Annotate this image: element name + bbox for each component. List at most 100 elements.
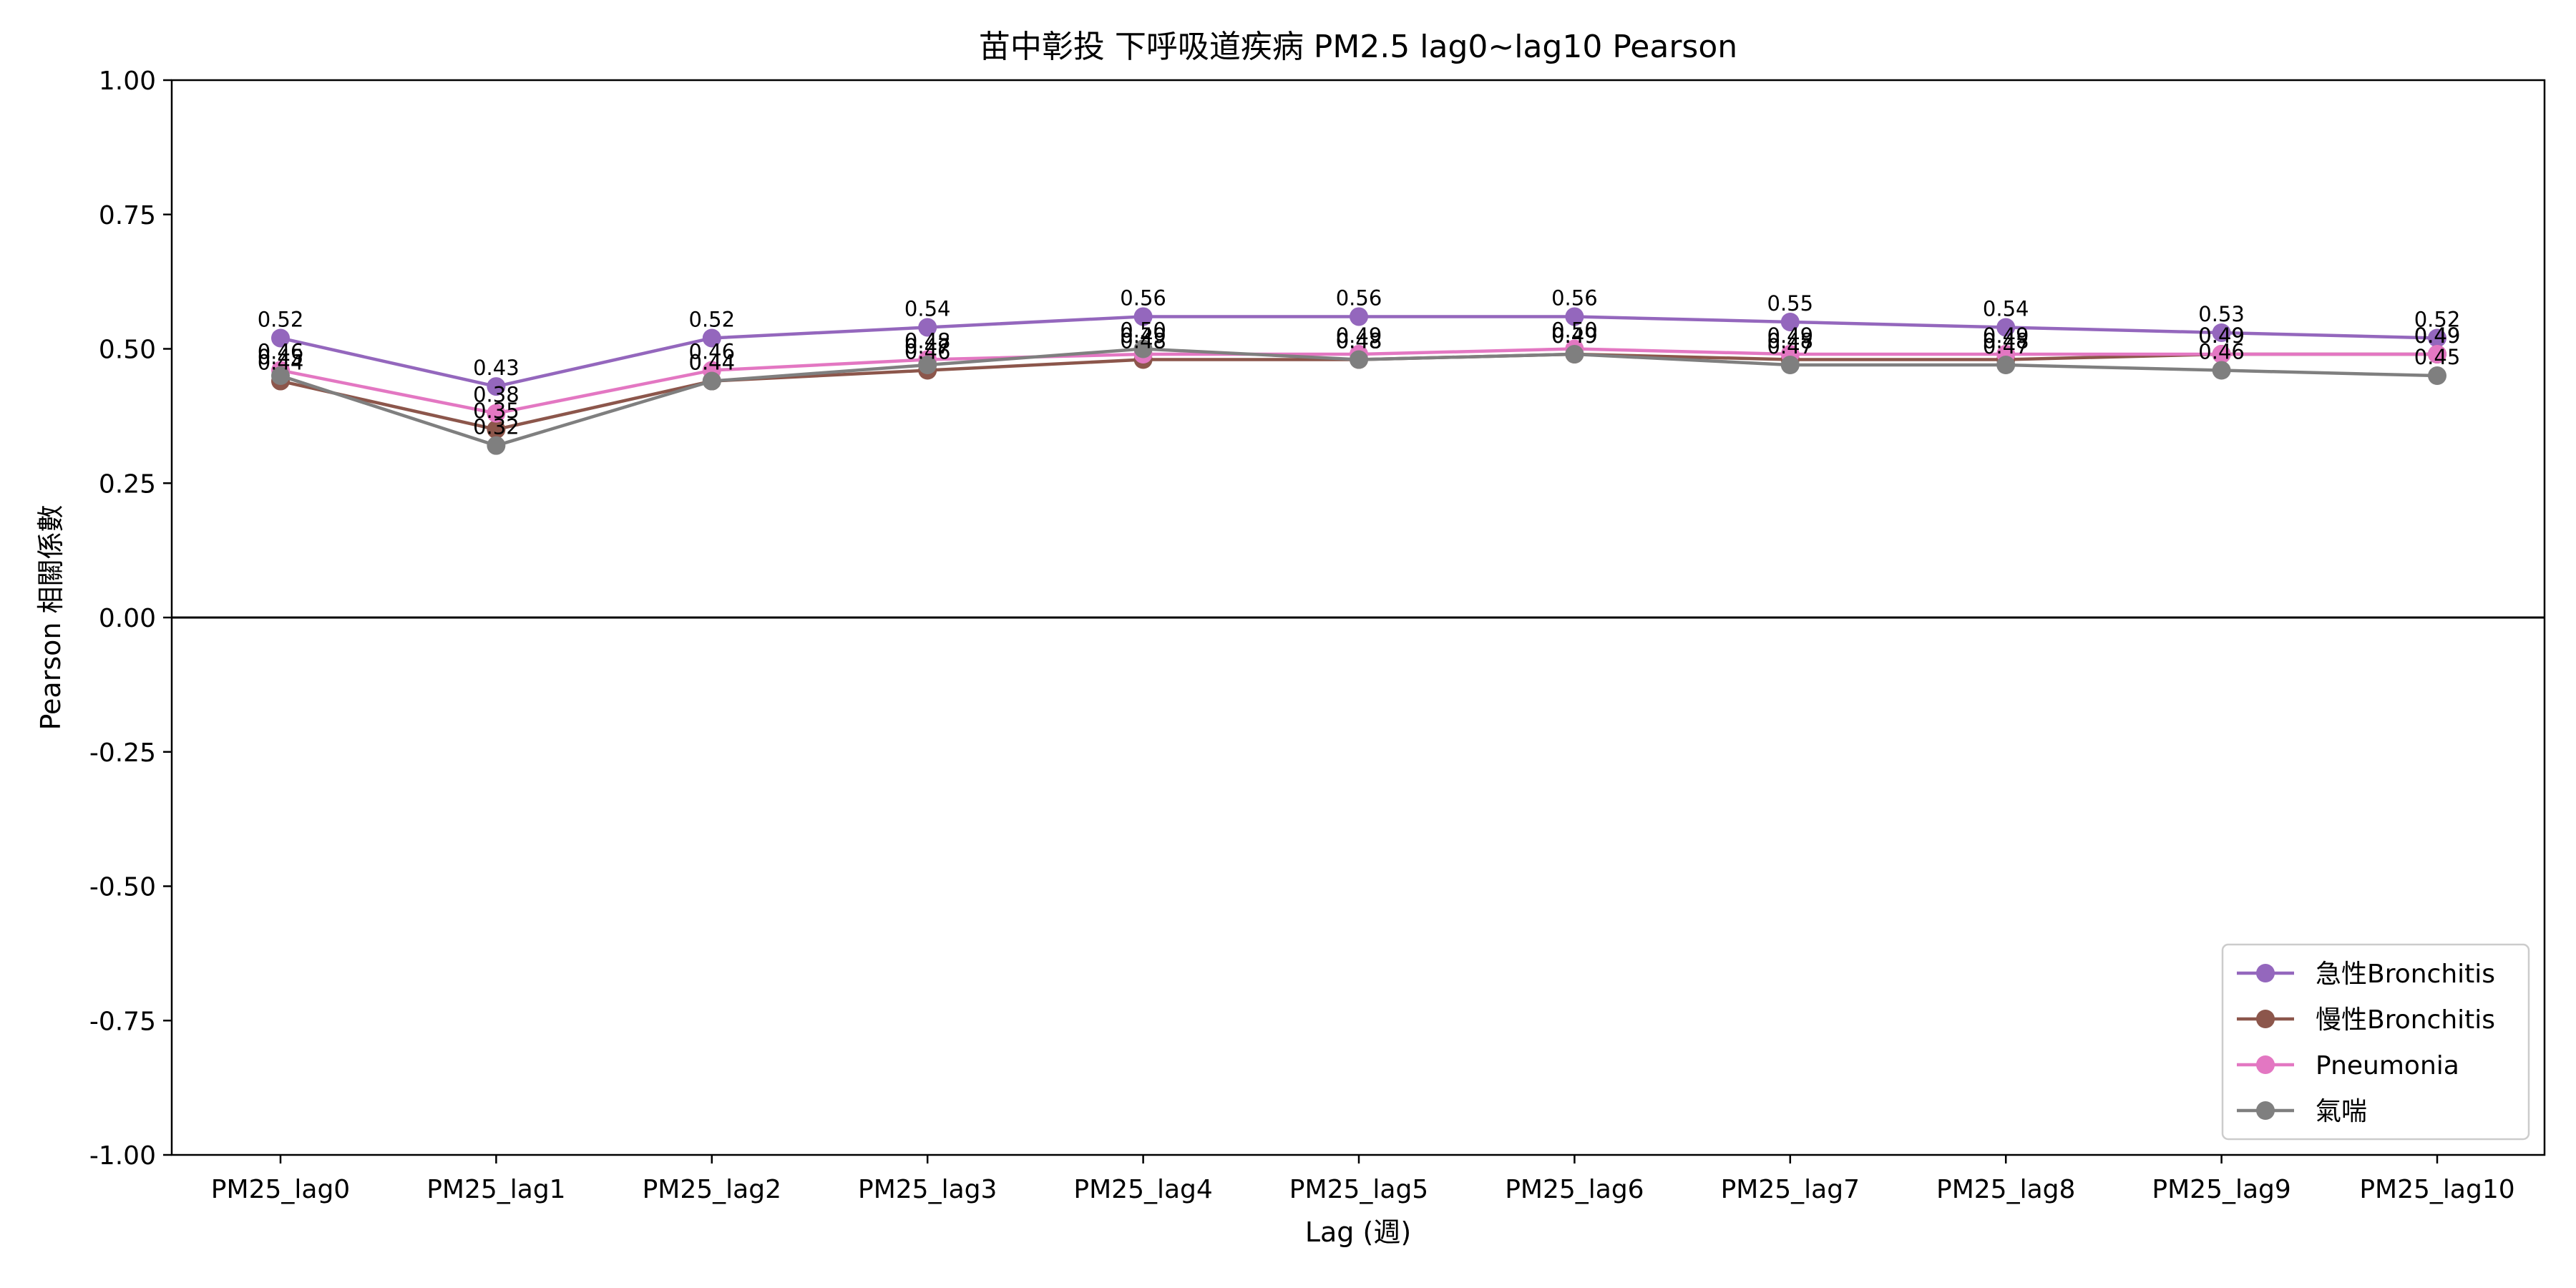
data-point — [1350, 307, 1368, 326]
data-label: 0.43 — [473, 356, 519, 380]
data-label: 0.53 — [2198, 302, 2245, 326]
x-tick-label: PM25_lag8 — [1936, 1175, 2075, 1204]
x-tick-label: PM25_lag9 — [2152, 1175, 2290, 1204]
data-point — [1996, 356, 2016, 375]
data-label: 0.46 — [2198, 340, 2245, 364]
x-tick-label: PM25_lag5 — [1289, 1175, 1428, 1204]
data-label: 0.54 — [904, 296, 951, 321]
data-point — [2212, 361, 2231, 380]
data-label: 0.49 — [1551, 323, 1598, 348]
data-label: 0.47 — [1983, 334, 2029, 358]
data-label: 0.49 — [2198, 323, 2245, 348]
data-label: 0.44 — [689, 351, 736, 375]
data-point — [1780, 356, 1800, 375]
data-label: 0.52 — [2414, 307, 2461, 331]
data-labels-layer: 0.52 0.43 0.52 0.54 0.56 0.56 0.56 0.55 0.54 0.53… — [258, 286, 2461, 439]
data-label: 0.46 — [258, 340, 304, 364]
y-tick-label: -0.50 — [89, 873, 156, 902]
legend-marker — [2256, 1055, 2275, 1074]
data-label: 0.49 — [1551, 323, 1598, 348]
legend: 急性Bronchitis 慢性Bronchitis Pneumonia 氣喘 — [2221, 943, 2530, 1141]
data-point — [1133, 307, 1153, 326]
data-label: 0.52 — [689, 307, 736, 331]
data-point — [2428, 345, 2446, 364]
data-label: 0.49 — [1120, 323, 1166, 348]
x-tick-label: PM25_lag0 — [211, 1175, 350, 1204]
data-label: 0.47 — [1767, 334, 1814, 358]
legend-label: 慢性Bronchitis — [2316, 1005, 2495, 1035]
x-tick-label: PM25_lag4 — [1073, 1175, 1212, 1204]
data-label: 0.48 — [1120, 329, 1166, 353]
data-label: 0.56 — [1551, 286, 1598, 310]
data-point — [2428, 328, 2446, 348]
y-tick-label: 1.00 — [99, 67, 156, 96]
data-label: 0.54 — [1983, 296, 2029, 321]
data-point — [2428, 366, 2446, 386]
data-point — [918, 356, 937, 375]
legend-label: 急性Bronchitis — [2316, 960, 2495, 989]
data-label: 0.46 — [904, 340, 951, 364]
x-tick-label: PM25_lag6 — [1505, 1175, 1644, 1204]
legend-marker — [2256, 1101, 2275, 1120]
data-point — [702, 328, 721, 348]
data-point — [487, 404, 506, 423]
data-label: 0.48 — [904, 329, 951, 353]
x-tick-label: PM25_lag7 — [1721, 1175, 1860, 1204]
x-tick-label: PM25_lag1 — [426, 1175, 565, 1204]
data-point — [487, 377, 506, 396]
legend-box — [2221, 943, 2530, 1141]
data-label: 0.49 — [2414, 323, 2461, 348]
data-label: 0.45 — [2414, 345, 2461, 369]
data-label: 0.55 — [1767, 291, 1814, 316]
data-label: 0.48 — [1336, 329, 1382, 353]
data-point — [1350, 350, 1368, 369]
data-point — [271, 328, 290, 348]
data-point — [487, 436, 506, 455]
data-label: 0.52 — [258, 307, 304, 331]
legend-label: 氣喘 — [2316, 1097, 2367, 1126]
data-label: 0.50 — [1120, 318, 1166, 343]
y-axis-label: Pearson 相關係數 — [35, 504, 67, 730]
data-point — [918, 318, 937, 337]
data-point — [702, 371, 721, 391]
legend-marker — [2256, 964, 2275, 982]
series-layer — [271, 307, 2446, 455]
legend-marker — [2256, 1010, 2275, 1028]
tick-layer: 1.00 0.75 0.50 0.25 0.00 -0.25 -0.50 -0.75 -1.00… — [89, 67, 2515, 1204]
data-label: 0.32 — [473, 415, 519, 439]
data-label: 0.38 — [473, 383, 519, 407]
chart-title: 苗中彰投 下呼吸道疾病 PM2.5 lag0~lag10 Pearson — [979, 29, 1737, 65]
data-label: 0.49 — [1767, 323, 1814, 348]
data-point — [2212, 345, 2231, 364]
x-tick-label: PM25_lag3 — [858, 1175, 997, 1204]
data-label: 0.44 — [689, 351, 736, 375]
y-tick-label: -1.00 — [89, 1141, 156, 1171]
y-tick-label: 0.50 — [99, 336, 156, 365]
data-point — [271, 366, 290, 386]
data-point — [1133, 339, 1153, 358]
y-tick-label: -0.25 — [89, 738, 156, 768]
data-label: 0.48 — [1983, 329, 2029, 353]
data-label: 0.50 — [1551, 318, 1598, 343]
plot-frame — [170, 79, 2546, 1156]
data-label: 0.49 — [1336, 323, 1382, 348]
x-tick-label: PM25_lag2 — [643, 1175, 781, 1204]
data-label: 0.49 — [2198, 323, 2245, 348]
x-tick-label: PM25_lag10 — [2359, 1175, 2514, 1204]
data-point — [1565, 307, 1584, 326]
data-point — [487, 420, 506, 439]
data-point — [1565, 345, 1584, 364]
x-axis-label: Lag (週) — [1305, 1216, 1411, 1248]
data-label: 0.45 — [258, 345, 304, 369]
data-label: 0.48 — [1336, 329, 1382, 353]
data-point — [2212, 323, 2231, 342]
y-tick-label: 0.75 — [99, 201, 156, 230]
data-point — [1780, 312, 1800, 331]
y-tick-label: -0.75 — [89, 1007, 156, 1036]
data-label: 0.47 — [904, 334, 951, 358]
data-label: 0.46 — [689, 340, 736, 364]
y-tick-label: 0.00 — [99, 604, 156, 633]
data-label: 0.48 — [1767, 329, 1814, 353]
data-label: 0.35 — [473, 399, 519, 423]
